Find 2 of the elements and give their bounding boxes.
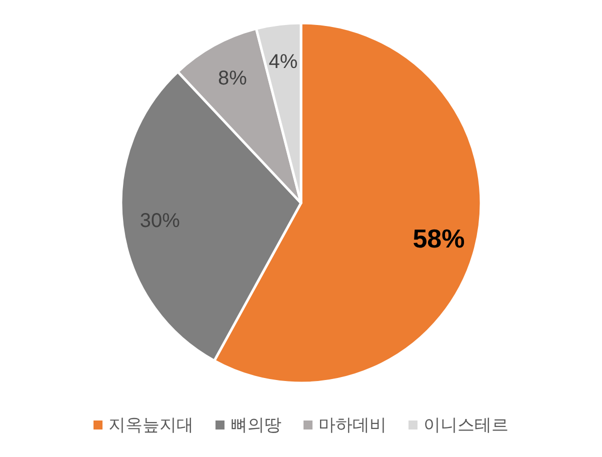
legend-label: 뼈의땅 xyxy=(230,416,282,434)
legend-label: 마하데비 xyxy=(318,416,386,434)
